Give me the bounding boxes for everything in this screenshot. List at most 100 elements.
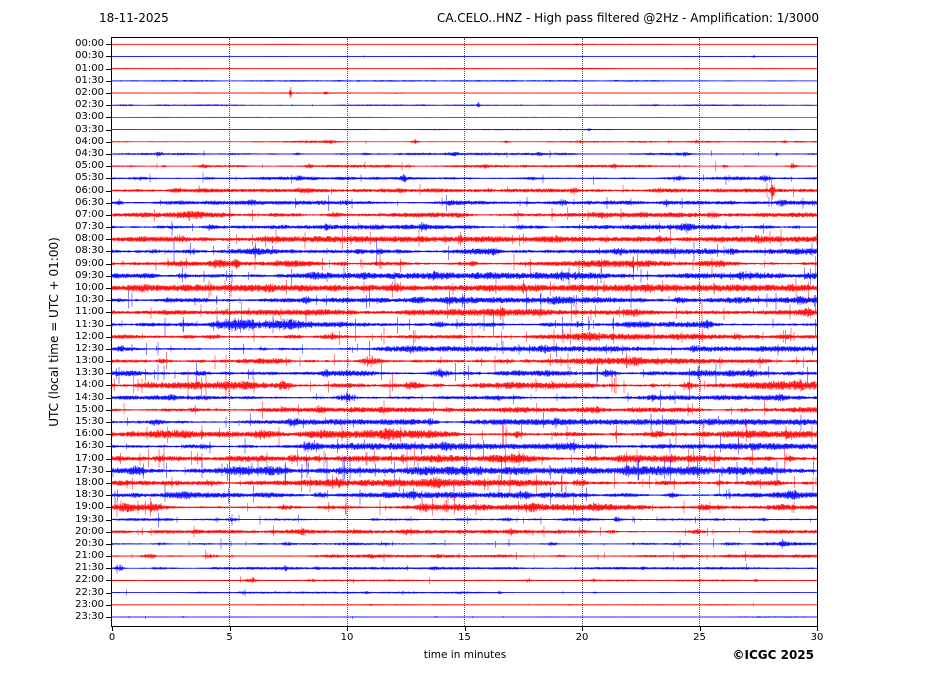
y-tick-label: 11:30 <box>75 318 104 330</box>
y-tick-label: 01:30 <box>75 74 104 86</box>
x-tick-mark <box>464 626 466 631</box>
y-tick-mark <box>106 397 111 399</box>
y-tick-label: 02:30 <box>75 99 104 111</box>
x-tick-label: 5 <box>226 632 233 643</box>
x-tick-mark <box>347 626 348 631</box>
y-tick-label: 23:00 <box>75 598 104 610</box>
y-tick-label: 08:00 <box>75 233 104 245</box>
y-tick-label: 03:00 <box>75 111 104 123</box>
y-tick-mark <box>106 239 111 241</box>
y-tick-mark <box>106 531 111 533</box>
y-tick-mark <box>106 300 111 302</box>
y-tick-label: 08:30 <box>75 245 104 257</box>
y-tick-label: 16:00 <box>75 428 104 440</box>
plot-title: CA.CELO..HNZ - High pass filtered @2Hz -… <box>437 11 819 25</box>
y-tick-mark <box>106 458 111 460</box>
y-tick-label: 15:30 <box>75 416 104 428</box>
x-tick-mark <box>582 626 583 631</box>
y-tick-mark <box>106 568 111 570</box>
plot-inner <box>112 38 817 626</box>
x-tick-label: 0 <box>108 632 116 643</box>
y-tick-mark <box>106 263 111 265</box>
y-tick-label: 11:00 <box>75 306 104 318</box>
y-tick-label: 18:00 <box>75 476 104 488</box>
y-tick-label: 23:30 <box>75 610 104 622</box>
y-tick-mark <box>106 251 111 253</box>
x-tick-label: 25 <box>693 632 706 643</box>
y-tick-label: 20:00 <box>75 525 104 537</box>
y-tick-mark <box>106 68 111 70</box>
y-tick-mark <box>106 604 111 606</box>
y-tick-label: 13:00 <box>75 355 104 367</box>
y-tick-label: 04:00 <box>75 135 104 147</box>
y-tick-mark <box>106 141 111 143</box>
x-tick-mark <box>699 626 701 631</box>
y-tick-mark <box>106 385 111 387</box>
y-tick-mark <box>106 470 111 472</box>
y-tick-label: 00:00 <box>75 38 104 50</box>
y-tick-mark <box>106 373 111 375</box>
y-tick-label: 17:30 <box>75 464 104 476</box>
x-tick-label: 20 <box>575 632 589 643</box>
x-tick-mark <box>229 626 231 631</box>
y-tick-label: 19:30 <box>75 513 104 525</box>
y-tick-mark <box>106 361 111 363</box>
y-tick-label: 19:00 <box>75 501 104 513</box>
x-tick-label: 10 <box>340 632 354 643</box>
y-tick-label: 22:30 <box>75 586 104 598</box>
plot-date: 18-11-2025 <box>99 11 169 25</box>
y-tick-label: 10:00 <box>75 282 104 293</box>
copyright-text: ©ICGC 2025 <box>732 648 814 662</box>
y-tick-label: 21:00 <box>75 550 104 562</box>
y-tick-mark <box>106 275 111 277</box>
y-tick-mark <box>106 312 111 314</box>
y-tick-mark <box>106 336 111 338</box>
y-tick-mark <box>106 482 111 484</box>
y-tick-mark <box>106 214 111 216</box>
x-tick-mark <box>112 626 113 631</box>
x-tick-label: 30 <box>810 632 824 643</box>
y-tick-label: 02:00 <box>75 87 104 99</box>
y-tick-mark <box>106 44 111 46</box>
y-tick-mark <box>106 422 111 424</box>
y-tick-label: 00:30 <box>75 50 104 62</box>
y-tick-label: 07:30 <box>75 221 104 233</box>
y-tick-label: 10:30 <box>75 294 104 306</box>
y-tick-label: 15:00 <box>75 403 104 415</box>
y-tick-mark <box>106 434 111 436</box>
y-tick-mark <box>106 324 111 326</box>
y-tick-mark <box>106 543 111 545</box>
y-tick-mark <box>106 580 111 582</box>
y-tick-mark <box>106 190 111 192</box>
y-tick-mark <box>106 556 111 558</box>
seismogram-canvas <box>112 38 817 626</box>
y-tick-label: 20:30 <box>75 537 104 549</box>
y-tick-mark <box>106 129 111 131</box>
y-tick-mark <box>106 519 111 521</box>
y-tick-mark <box>106 227 111 229</box>
y-tick-mark <box>106 507 111 509</box>
y-tick-label: 12:00 <box>75 330 104 342</box>
y-tick-label: 05:00 <box>75 160 104 172</box>
x-tick-mark <box>817 626 818 631</box>
y-tick-label: 07:00 <box>75 208 104 220</box>
y-tick-label: 16:30 <box>75 440 104 452</box>
y-tick-label: 03:30 <box>75 123 104 135</box>
y-tick-label: 14:30 <box>75 391 104 403</box>
y-tick-mark <box>106 202 111 204</box>
y-tick-mark <box>106 288 111 289</box>
y-tick-label: 04:30 <box>75 147 104 159</box>
y-tick-mark <box>106 446 111 448</box>
y-tick-mark <box>106 348 111 350</box>
y-tick-label: 01:00 <box>75 62 104 74</box>
y-tick-label: 17:00 <box>75 452 104 464</box>
y-tick-mark <box>106 117 111 119</box>
y-tick-label: 14:00 <box>75 379 104 391</box>
y-tick-label: 06:30 <box>75 196 104 208</box>
y-tick-label: 21:30 <box>75 562 104 574</box>
y-tick-label: 12:30 <box>75 342 104 354</box>
y-tick-mark <box>106 56 111 58</box>
y-tick-mark <box>106 153 111 155</box>
y-tick-mark <box>106 495 111 497</box>
